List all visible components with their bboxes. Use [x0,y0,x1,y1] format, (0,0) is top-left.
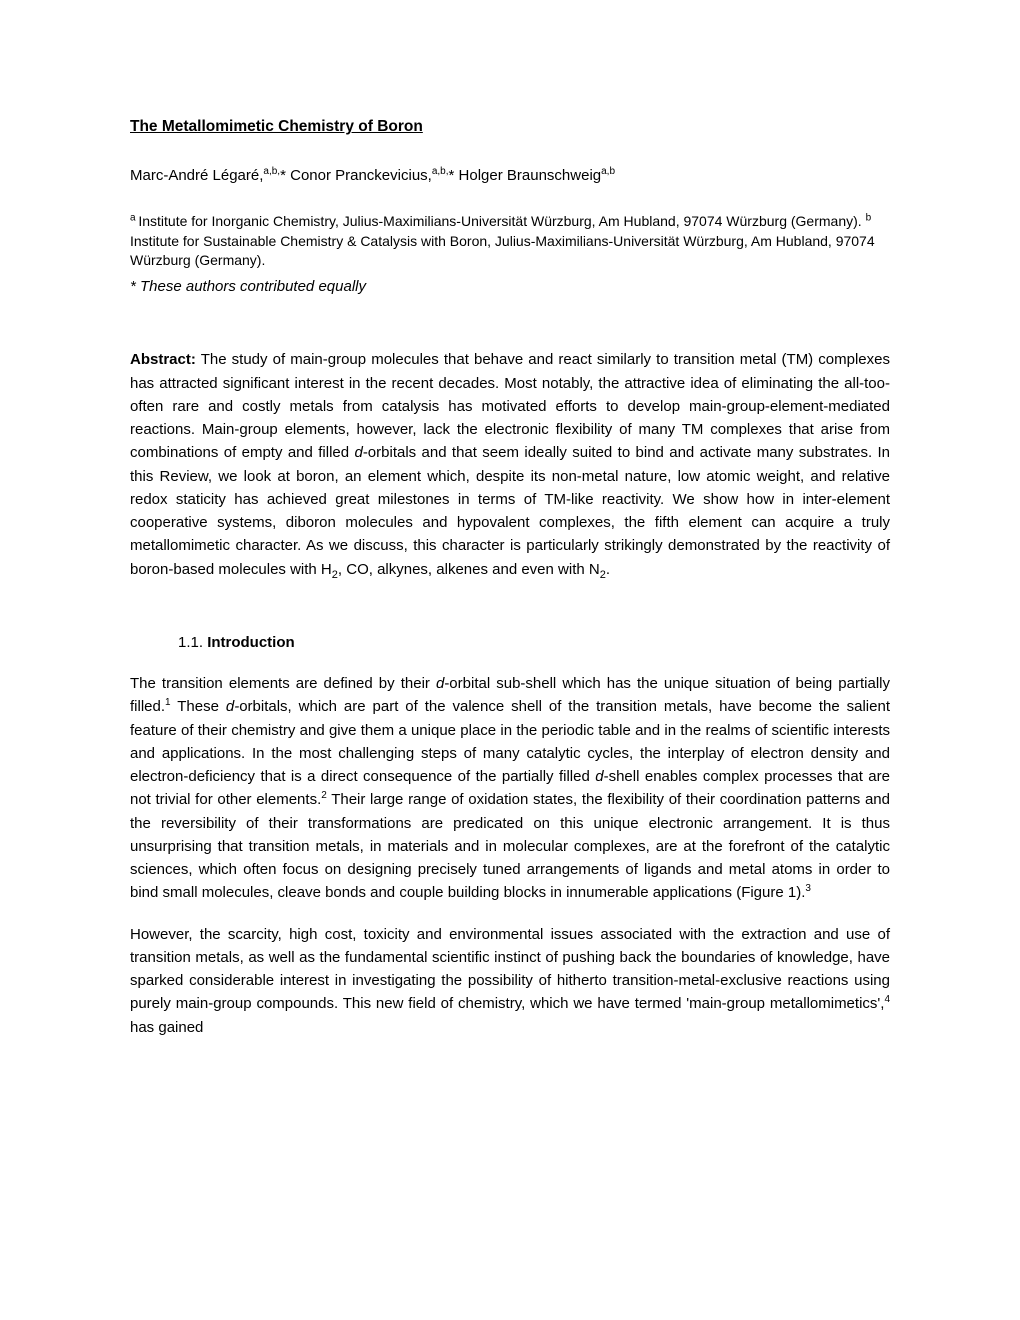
document-title: The Metallomimetic Chemistry of Boron [130,115,890,139]
author-3-affil: a,b [601,166,615,177]
section-heading: 1.1. Introduction [178,631,890,654]
affil-b-sup: b [866,213,872,224]
section-number: 1.1. [178,634,207,651]
author-1-name: Marc-André Légaré, [130,167,263,184]
section-title: Introduction [207,634,294,651]
intro-p1-c: These [171,698,226,715]
intro-paragraph-1: The transition elements are defined by t… [130,672,890,905]
author-2-name: Conor Pranckevicius, [286,167,432,184]
affil-a-text: Institute for Inorganic Chemistry, Juliu… [138,213,865,229]
abstract-text-d: . [606,561,610,578]
intro-paragraph-2: However, the scarcity, high cost, toxici… [130,923,890,1039]
abstract-text-c: , CO, alkynes, alkenes and even with N [338,561,600,578]
contribution-note: * These authors contributed equally [130,275,890,298]
intro-p1-a: The transition elements are defined by t… [130,675,436,692]
abstract-paragraph: Abstract: The study of main-group molecu… [130,348,890,581]
intro-p2-b: has gained [130,1019,203,1036]
author-1-affil: a,b, [263,166,280,177]
abstract-label: Abstract: [130,351,196,368]
intro-p1-ref-3: 3 [805,883,811,894]
affiliation-block: a Institute for Inorganic Chemistry, Jul… [130,212,890,271]
abstract-text-b: -orbitals and that seem ideally suited t… [130,444,890,577]
author-line: Marc-André Légaré,a,b,* Conor Pranckevic… [130,164,890,187]
intro-p1-italic-3: d [595,768,603,785]
intro-p2-ref-1: 4 [884,994,890,1005]
intro-p2-a: However, the scarcity, high cost, toxici… [130,926,890,1013]
abstract-italic-1: d [354,444,362,461]
author-2-affil: a,b, [432,166,449,177]
intro-p1-italic-2: d- [226,698,239,715]
affil-b-text: Institute for Sustainable Chemistry & Ca… [130,233,875,269]
author-3-name: Holger Braunschweig [454,167,601,184]
